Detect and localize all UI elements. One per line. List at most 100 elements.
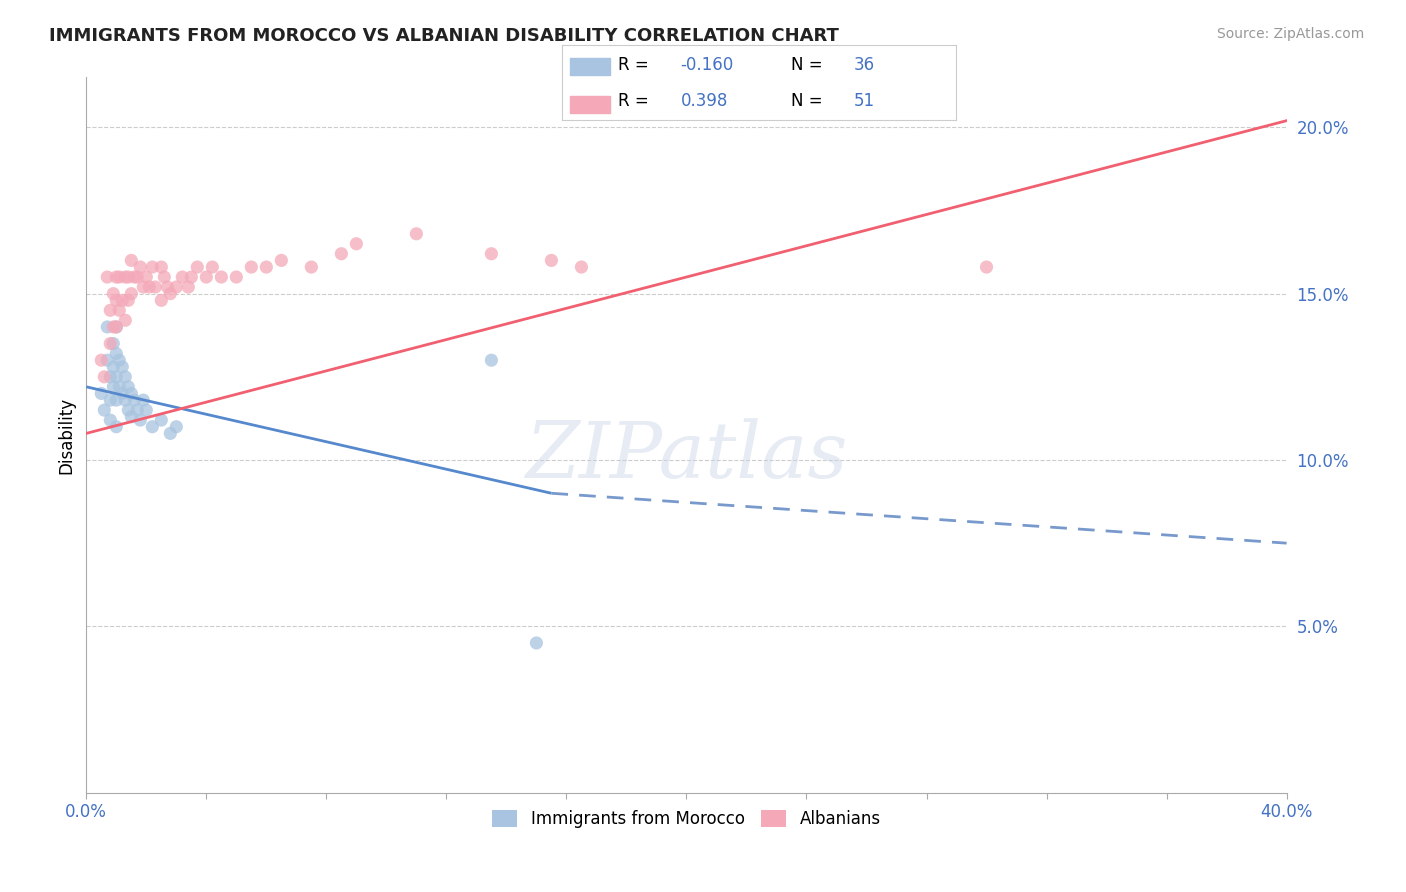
Point [105, 393, 128, 408]
Point [117, 380, 139, 394]
Point [103, 286, 125, 301]
Text: R =: R = [617, 92, 654, 110]
Point [299, 260, 322, 274]
Point [150, 413, 173, 427]
Text: Source: ZipAtlas.com: Source: ZipAtlas.com [1216, 27, 1364, 41]
Point [195, 270, 218, 285]
Point [90, 386, 112, 401]
Y-axis label: Disability: Disability [58, 396, 75, 474]
Point [127, 403, 149, 417]
Point [138, 280, 160, 294]
Point [479, 246, 502, 260]
Point [117, 270, 139, 285]
Point [103, 336, 125, 351]
Point [159, 286, 181, 301]
Point [141, 419, 163, 434]
Bar [571, 58, 610, 75]
Text: 51: 51 [853, 92, 875, 110]
Point [209, 270, 232, 285]
Point [143, 280, 166, 294]
Point [120, 253, 142, 268]
Point [186, 260, 208, 274]
Point [103, 320, 125, 334]
Text: N =: N = [790, 56, 828, 74]
Point [127, 270, 149, 285]
Point [132, 280, 155, 294]
Point [111, 359, 134, 374]
Point [201, 260, 224, 274]
Point [240, 260, 263, 274]
Point [180, 270, 202, 285]
Point [114, 393, 136, 408]
Point [405, 227, 427, 241]
Point [114, 313, 136, 327]
Point [103, 380, 125, 394]
Point [111, 293, 134, 308]
Point [135, 403, 157, 417]
Point [120, 286, 142, 301]
Point [93, 369, 115, 384]
Legend: Immigrants from Morocco, Albanians: Immigrants from Morocco, Albanians [485, 803, 887, 834]
Point [111, 386, 134, 401]
Point [479, 353, 502, 368]
Point [105, 293, 128, 308]
Point [96, 353, 118, 368]
Point [344, 236, 367, 251]
Point [124, 270, 146, 285]
Point [165, 419, 187, 434]
Point [93, 403, 115, 417]
Point [105, 320, 128, 334]
Point [105, 369, 128, 384]
Point [141, 260, 163, 274]
Point [103, 359, 125, 374]
Point [96, 270, 118, 285]
Point [96, 320, 118, 334]
Point [105, 346, 128, 360]
Point [165, 280, 187, 294]
Point [108, 270, 131, 285]
Text: -0.160: -0.160 [681, 56, 734, 74]
Point [98, 303, 121, 318]
Text: 36: 36 [853, 56, 875, 74]
Point [108, 380, 131, 394]
Point [135, 270, 157, 285]
Point [120, 386, 142, 401]
Point [98, 336, 121, 351]
Point [153, 270, 176, 285]
Point [254, 260, 277, 274]
Point [270, 253, 292, 268]
Point [526, 636, 548, 650]
Point [132, 393, 155, 408]
Point [129, 413, 152, 427]
Text: N =: N = [790, 92, 828, 110]
Point [90, 353, 112, 368]
Point [159, 426, 181, 441]
Point [540, 253, 562, 268]
Point [108, 303, 131, 318]
Text: IMMIGRANTS FROM MOROCCO VS ALBANIAN DISABILITY CORRELATION CHART: IMMIGRANTS FROM MOROCCO VS ALBANIAN DISA… [49, 27, 839, 45]
Point [117, 293, 139, 308]
Point [571, 260, 593, 274]
Point [117, 403, 139, 417]
Point [108, 353, 131, 368]
Point [225, 270, 247, 285]
Text: 0.398: 0.398 [681, 92, 728, 110]
Point [330, 246, 353, 260]
Point [172, 270, 194, 285]
Point [105, 270, 128, 285]
Point [98, 369, 121, 384]
Point [150, 293, 173, 308]
Point [114, 369, 136, 384]
Point [105, 320, 128, 334]
Point [129, 260, 152, 274]
Point [177, 280, 200, 294]
Point [124, 393, 146, 408]
Bar [571, 96, 610, 112]
Text: ZIPatlas: ZIPatlas [526, 418, 848, 495]
Text: R =: R = [617, 56, 654, 74]
Point [114, 270, 136, 285]
Point [105, 419, 128, 434]
Point [976, 260, 998, 274]
Point [150, 260, 173, 274]
Point [156, 280, 179, 294]
